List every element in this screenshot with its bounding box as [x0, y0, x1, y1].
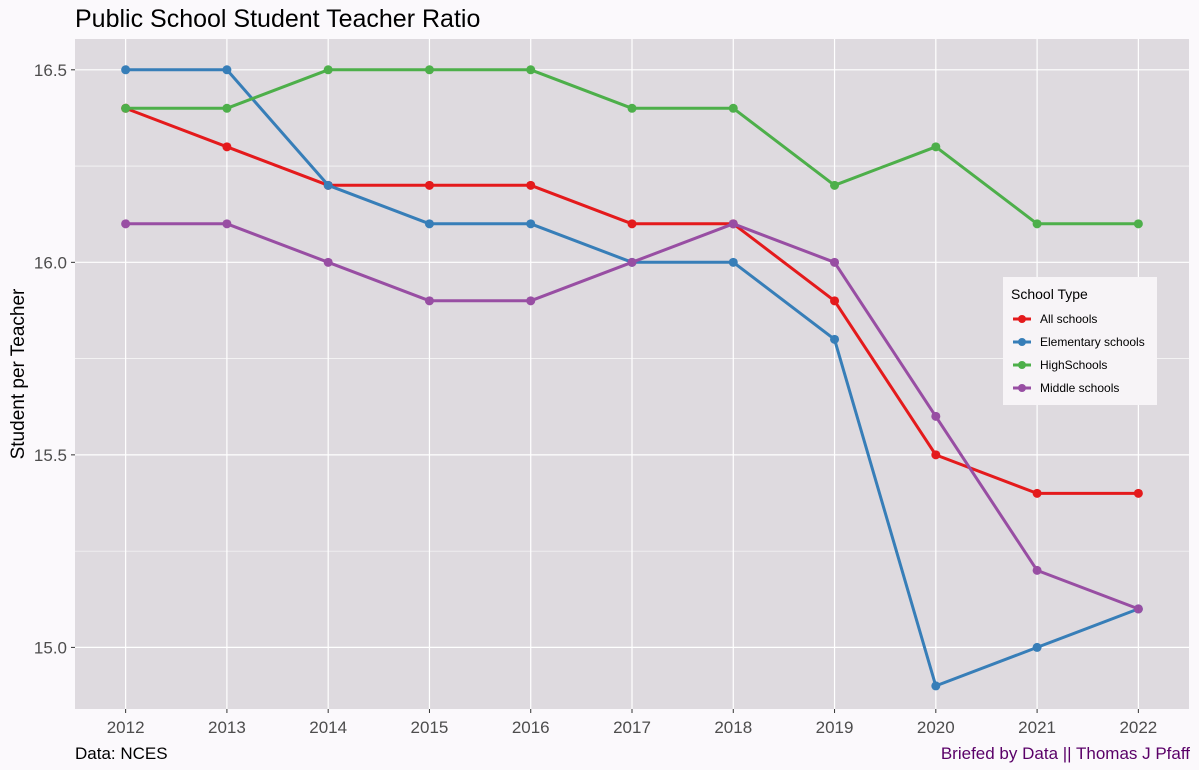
y-axis-title: Student per Teacher: [8, 288, 29, 459]
legend: School Type All schools Elementary school…: [1003, 277, 1157, 405]
data-point-middle-schools: [323, 257, 333, 267]
legend-label-middle-schools: Middle schools: [1040, 381, 1119, 395]
caption-credit: Briefed by Data || Thomas J Pfaff: [941, 744, 1190, 763]
legend-key-point-highschools: [1018, 361, 1026, 369]
data-point-elementary-schools: [424, 219, 434, 229]
x-tick-label: 2015: [411, 718, 449, 737]
legend-key-point-middle-schools: [1018, 384, 1026, 392]
data-point-highschools: [931, 142, 941, 152]
x-tick-label: 2022: [1119, 718, 1157, 737]
data-point-highschools: [526, 65, 536, 75]
data-point-middle-schools: [121, 219, 131, 229]
data-point-elementary-schools: [830, 334, 840, 344]
data-point-middle-schools: [627, 257, 637, 267]
y-tick-label: 16.0: [34, 253, 67, 272]
data-point-all-schools: [526, 180, 536, 190]
data-point-all-schools: [1032, 488, 1042, 498]
chart-title: Public School Student Teacher Ratio: [75, 5, 480, 33]
data-point-middle-schools: [830, 257, 840, 267]
data-point-highschools: [222, 103, 232, 113]
data-point-highschools: [627, 103, 637, 113]
data-point-elementary-schools: [1032, 642, 1042, 652]
data-point-elementary-schools: [121, 65, 131, 75]
y-tick-label: 16.5: [34, 61, 67, 80]
data-point-highschools: [830, 180, 840, 190]
data-point-elementary-schools: [323, 180, 333, 190]
legend-label-highschools: HighSchools: [1040, 358, 1107, 372]
x-tick-label: 2021: [1018, 718, 1056, 737]
x-tick-label: 2012: [107, 718, 145, 737]
data-point-middle-schools: [1133, 604, 1143, 614]
y-tick-label: 15.5: [34, 446, 67, 465]
x-axis: 2012 2013 2014 2015 2016 2017 2018 2019 2020 2021…: [107, 709, 1157, 737]
data-point-middle-schools: [526, 296, 536, 306]
x-tick-label: 2018: [714, 718, 752, 737]
x-tick-label: 2017: [613, 718, 651, 737]
y-tick-label: 15.0: [34, 638, 67, 657]
data-point-highschools: [424, 65, 434, 75]
x-tick-label: 2019: [816, 718, 854, 737]
data-point-all-schools: [424, 180, 434, 190]
data-point-elementary-schools: [222, 65, 232, 75]
x-tick-label: 2020: [917, 718, 955, 737]
x-tick-label: 2014: [309, 718, 347, 737]
data-point-middle-schools: [424, 296, 434, 306]
data-point-middle-schools: [931, 411, 941, 421]
legend-key-point-all-schools: [1018, 315, 1026, 323]
data-point-all-schools: [830, 296, 840, 306]
data-point-elementary-schools: [728, 257, 738, 267]
data-point-elementary-schools: [931, 681, 941, 691]
data-point-highschools: [323, 65, 333, 75]
data-point-middle-schools: [728, 219, 738, 229]
data-point-all-schools: [222, 142, 232, 152]
series-layer: [121, 65, 1143, 691]
data-point-elementary-schools: [526, 219, 536, 229]
data-point-highschools: [121, 103, 131, 113]
y-axis: 15.0 15.5 16.0 16.5: [34, 61, 75, 657]
data-point-all-schools: [1133, 488, 1143, 498]
legend-key-point-elementary-schools: [1018, 338, 1026, 346]
data-point-highschools: [1032, 219, 1042, 229]
data-point-middle-schools: [1032, 565, 1042, 575]
legend-title: School Type: [1011, 286, 1088, 302]
data-point-highschools: [728, 103, 738, 113]
data-point-all-schools: [627, 219, 637, 229]
x-tick-label: 2013: [208, 718, 246, 737]
data-point-all-schools: [931, 450, 941, 460]
x-tick-label: 2016: [512, 718, 550, 737]
data-point-middle-schools: [222, 219, 232, 229]
legend-label-elementary-schools: Elementary schools: [1040, 335, 1145, 349]
caption-source: Data: NCES: [75, 744, 168, 763]
legend-label-all-schools: All schools: [1040, 312, 1097, 326]
data-point-highschools: [1133, 219, 1143, 229]
